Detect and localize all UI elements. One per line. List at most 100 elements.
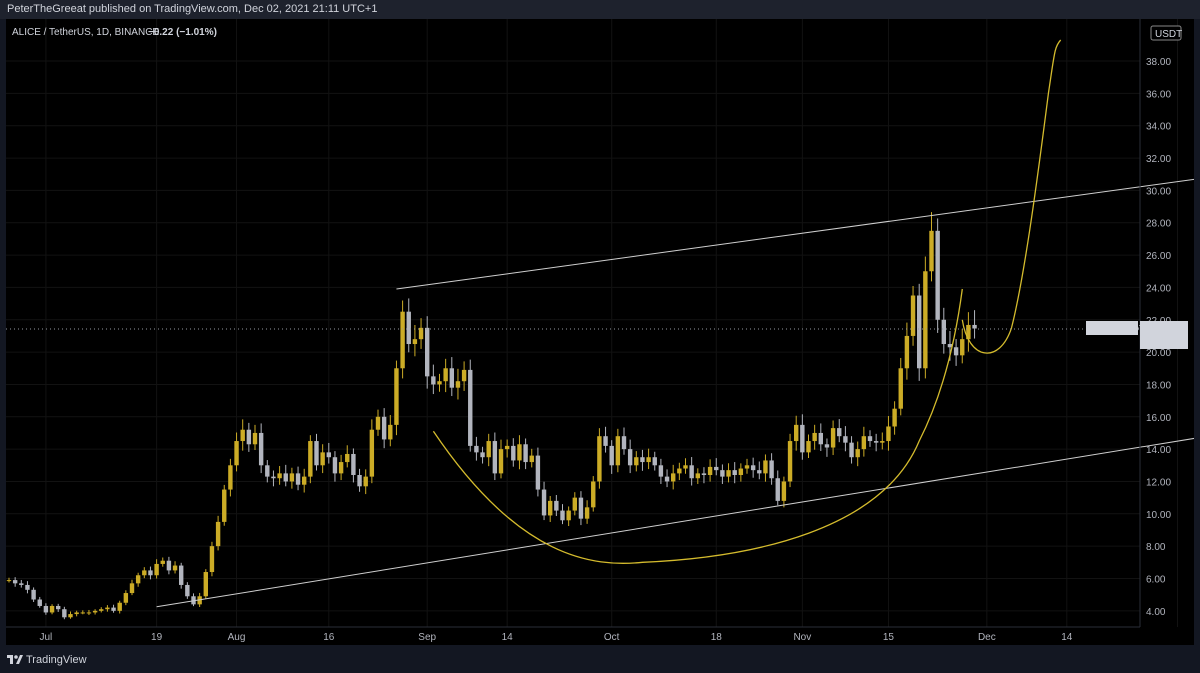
price-chart[interactable]: 4.00 6.00 8.00 10.00 12.00 14.00 16.00 18.00 20.… xyxy=(6,19,1194,645)
candle-body xyxy=(277,473,282,479)
projection-curve[interactable] xyxy=(961,39,1062,354)
candle-body xyxy=(781,481,787,501)
candle-body xyxy=(179,565,184,585)
candle-body xyxy=(56,605,61,610)
candle-body xyxy=(763,460,768,474)
candle-body xyxy=(166,560,172,571)
candle-body xyxy=(43,605,49,613)
candle-body xyxy=(572,497,577,511)
candle-body xyxy=(203,572,208,597)
candle-body xyxy=(375,416,381,430)
candle-body xyxy=(738,468,744,475)
price-tick-label: 20.00 xyxy=(1146,348,1171,359)
candle-body xyxy=(105,607,110,610)
candle-body xyxy=(449,368,454,388)
candle-body xyxy=(960,339,965,356)
last-price-badge xyxy=(1140,321,1188,349)
price-tick-label: 16.00 xyxy=(1146,413,1171,424)
candle-body xyxy=(160,560,165,564)
time-tick-label: 15 xyxy=(883,632,895,643)
price-tick-label: 34.00 xyxy=(1146,122,1171,133)
symbol-tag xyxy=(1086,321,1138,335)
candle-body xyxy=(135,575,141,584)
candle-body xyxy=(640,457,645,463)
candle-body xyxy=(228,465,233,490)
price-tick-label: 32.00 xyxy=(1146,154,1171,165)
candle-body xyxy=(578,497,584,519)
footer-brand: TradingView xyxy=(26,654,87,666)
publish-header: PeterTheGreeat published on TradingView.… xyxy=(0,0,1200,19)
candle-body xyxy=(689,465,694,479)
candle-body xyxy=(86,612,92,614)
candle-body xyxy=(683,465,688,469)
candle-body xyxy=(634,457,639,466)
candle-body xyxy=(732,470,737,475)
candle-body xyxy=(855,449,860,458)
candle-body xyxy=(74,612,79,615)
candle-body xyxy=(31,589,36,600)
channel-lower[interactable] xyxy=(156,415,1194,608)
price-tick-label: 10.00 xyxy=(1146,510,1171,521)
candle-body xyxy=(560,510,565,521)
currency-badge[interactable] xyxy=(1150,25,1182,41)
price-tick-label: 38.00 xyxy=(1146,57,1171,68)
chart-panel[interactable]: 4.00 6.00 8.00 10.00 12.00 14.00 16.00 18.00 20.… xyxy=(6,19,1194,645)
price-tick-label: 36.00 xyxy=(1146,89,1171,100)
drawings[interactable] xyxy=(156,39,1194,608)
footer: TradingView xyxy=(0,647,1200,673)
candle-body xyxy=(535,455,541,490)
price-tick-label: 28.00 xyxy=(1146,219,1171,230)
candle-body xyxy=(345,453,350,463)
candle-body xyxy=(498,449,504,474)
candle-body xyxy=(258,432,264,466)
candle-body xyxy=(455,381,461,388)
candle-body xyxy=(474,445,479,453)
candle-body xyxy=(443,368,448,382)
candle-body xyxy=(873,441,879,443)
candle-body xyxy=(6,580,12,582)
time-tick-label: Jul xyxy=(40,632,53,643)
candle-body xyxy=(621,436,627,450)
candle-body xyxy=(750,465,756,471)
candle-body xyxy=(769,460,774,479)
price-tick-label: 18.00 xyxy=(1146,380,1171,391)
candle-body xyxy=(265,465,270,477)
candle-body xyxy=(720,470,725,477)
candle-body xyxy=(172,565,178,571)
candle-body xyxy=(80,612,85,614)
cup-curve[interactable] xyxy=(432,288,963,564)
candle-body xyxy=(744,465,750,469)
candle-body xyxy=(695,473,700,479)
channel-upper[interactable] xyxy=(396,160,1194,290)
candle-body xyxy=(880,441,885,443)
candle-body xyxy=(49,605,55,613)
time-tick-label: Nov xyxy=(793,632,811,643)
candle-body xyxy=(861,436,867,450)
candle-body xyxy=(671,473,676,482)
candle-body xyxy=(154,563,159,576)
candle-body xyxy=(935,230,940,320)
axis-corner xyxy=(1140,627,1194,645)
candle-body xyxy=(326,452,331,458)
candle-body xyxy=(837,428,842,437)
candle-body xyxy=(234,441,239,466)
candle-body xyxy=(289,473,295,482)
candle-body xyxy=(953,347,959,356)
time-tick-label: 14 xyxy=(1061,632,1073,643)
candle-body xyxy=(215,521,221,547)
time-tick-label: 14 xyxy=(502,632,514,643)
candle-body xyxy=(406,311,411,345)
candle-body xyxy=(707,466,713,475)
time-axis[interactable]: Jul19Aug16Sep14Oct18Nov15Dec14202217 xyxy=(6,626,1194,643)
candle-body xyxy=(892,408,897,427)
candle-body xyxy=(12,580,18,584)
symbol-tag-label: ALICEUSDT xyxy=(1089,324,1145,335)
last-price-label: 21.46 xyxy=(1146,324,1171,335)
candle-body xyxy=(209,546,215,573)
candle-body xyxy=(603,436,608,446)
candle-body xyxy=(37,599,42,606)
candle-body xyxy=(627,449,633,466)
gridlines xyxy=(6,19,1178,627)
candle-body xyxy=(677,468,682,474)
candle-body xyxy=(929,230,934,272)
